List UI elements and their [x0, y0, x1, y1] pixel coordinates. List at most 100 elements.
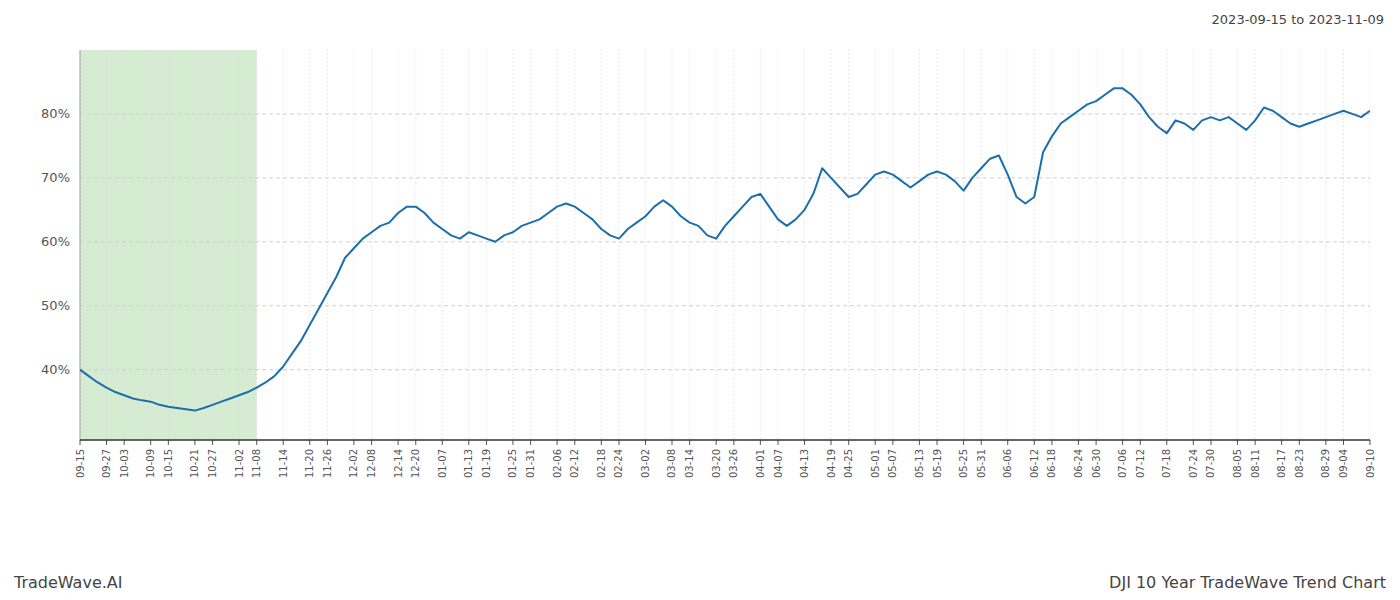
x-tick-label: 07-06: [1117, 449, 1128, 478]
x-tick-label: 09-15: [75, 449, 86, 478]
x-grid-line: [618, 50, 619, 440]
x-grid-line: [1140, 50, 1141, 440]
x-tick-label: 11-26: [322, 449, 333, 478]
x-tick-label: 08-11: [1250, 449, 1261, 478]
x-grid-line: [1210, 50, 1211, 440]
plot-area: [80, 88, 1370, 410]
x-grid-line: [398, 50, 399, 440]
x-tick-label: 07-30: [1205, 449, 1216, 478]
x-tick-label: 04-25: [843, 449, 854, 478]
x-grid-line: [1237, 50, 1238, 440]
y-grid-line: [80, 241, 1370, 242]
x-grid-line: [442, 50, 443, 440]
x-grid-line: [168, 50, 169, 440]
y-tick-label: 40%: [41, 362, 70, 377]
x-tick-label: 12-02: [348, 449, 359, 478]
x-grid-line: [804, 50, 805, 440]
x-grid-line: [557, 50, 558, 440]
x-tick-label: 06-30: [1091, 449, 1102, 478]
x-grid-line: [1122, 50, 1123, 440]
x-grid-line: [963, 50, 964, 440]
x-grid-line: [512, 50, 513, 440]
x-grid-line: [778, 50, 779, 440]
y-grid-line: [80, 305, 1370, 306]
x-tick-label: 03-02: [640, 449, 651, 478]
x-grid-line: [760, 50, 761, 440]
x-grid-line: [1034, 50, 1035, 440]
x-tick-label: 04-19: [826, 449, 837, 478]
x-tick-label: 05-19: [932, 449, 943, 478]
annotation: TradeWave.AI: [13, 573, 122, 592]
chart: 40%50%60%70%80%09-1509-2710-0310-0910-15…: [0, 0, 1400, 600]
x-tick-label: 01-31: [525, 449, 536, 478]
x-tick-label: 05-31: [976, 449, 987, 478]
x-tick-label: 10-21: [189, 449, 200, 478]
x-tick-label: 08-17: [1276, 449, 1287, 478]
x-tick-label: 05-01: [870, 449, 881, 478]
x-grid-line: [468, 50, 469, 440]
x-tick-label: 01-19: [481, 449, 492, 478]
x-grid-line: [256, 50, 257, 440]
x-axis-line: [80, 439, 1370, 441]
x-tick-label: 09-04: [1338, 449, 1349, 478]
x-tick-label: 12-14: [393, 449, 404, 478]
x-grid-line: [919, 50, 920, 440]
x-grid-line: [530, 50, 531, 440]
x-tick-label: 09-10: [1365, 449, 1376, 478]
x-tick-label: 12-08: [366, 449, 377, 478]
x-tick-label: 02-06: [552, 449, 563, 478]
x-tick-label: 05-25: [958, 449, 969, 478]
x-tick-label: 06-06: [1002, 449, 1013, 478]
x-tick-label: 03-20: [711, 449, 722, 478]
x-tick-label: 08-29: [1320, 449, 1331, 478]
x-tick-label: 10-09: [145, 449, 156, 478]
y-tick-label: 60%: [41, 234, 70, 249]
x-tick-label: 07-24: [1188, 449, 1199, 478]
x-grid-line: [371, 50, 372, 440]
x-grid-line: [150, 50, 151, 440]
x-tick-label: 01-13: [463, 449, 474, 478]
x-axis: 09-1509-2710-0310-0910-1510-2110-2711-02…: [75, 50, 1376, 478]
x-grid-line: [194, 50, 195, 440]
x-grid-line: [1255, 50, 1256, 440]
x-grid-line: [981, 50, 982, 440]
y-grid-line: [80, 177, 1370, 178]
x-grid-line: [1343, 50, 1344, 440]
x-tick-label: 04-07: [773, 449, 784, 478]
x-grid-line: [671, 50, 672, 440]
x-grid-line: [353, 50, 354, 440]
x-tick-label: 08-23: [1294, 449, 1305, 478]
x-grid-line: [80, 50, 81, 440]
x-grid-line: [1078, 50, 1079, 440]
x-grid-line: [601, 50, 602, 440]
x-tick-label: 04-13: [799, 449, 810, 478]
shaded-range: [80, 50, 257, 440]
x-grid-line: [892, 50, 893, 440]
x-tick-label: 08-05: [1232, 449, 1243, 478]
x-grid-line: [106, 50, 107, 440]
x-tick-label: 05-07: [887, 449, 898, 478]
x-grid-line: [848, 50, 849, 440]
trend-line: [80, 88, 1370, 410]
x-tick-label: 01-25: [507, 449, 518, 478]
x-tick-label: 02-12: [569, 449, 580, 478]
x-grid-line: [831, 50, 832, 440]
x-grid-line: [937, 50, 938, 440]
x-tick-label: 06-12: [1029, 449, 1040, 478]
x-tick-label: 03-08: [666, 449, 677, 478]
x-grid-line: [1007, 50, 1008, 440]
x-grid-line: [716, 50, 717, 440]
y-tick-label: 50%: [41, 298, 70, 313]
x-grid-line: [283, 50, 284, 440]
x-tick-label: 04-01: [755, 449, 766, 478]
x-grid-line: [239, 50, 240, 440]
y-axis-line: [80, 50, 81, 440]
x-grid-line: [212, 50, 213, 440]
x-grid-line: [689, 50, 690, 440]
x-tick-label: 07-18: [1161, 449, 1172, 478]
x-grid-line: [645, 50, 646, 440]
x-grid-line: [574, 50, 575, 440]
x-grid-line: [1299, 50, 1300, 440]
y-tick-label: 70%: [41, 170, 70, 185]
x-grid-line: [733, 50, 734, 440]
